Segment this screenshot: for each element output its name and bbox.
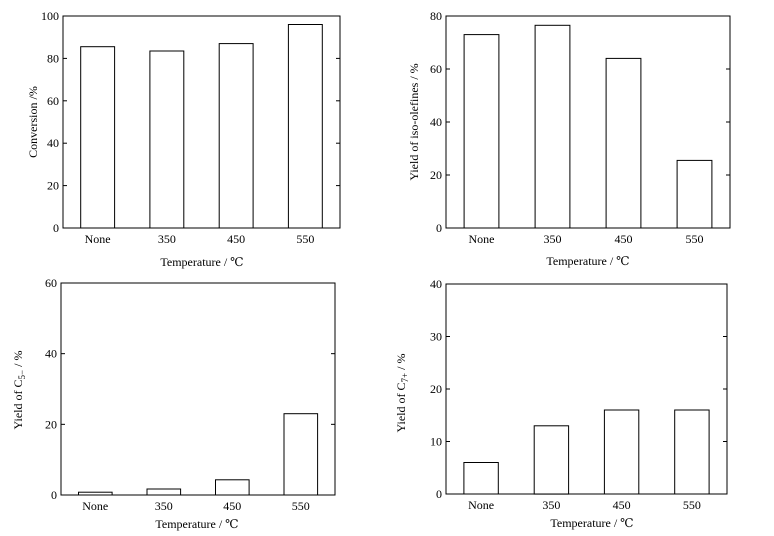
x-tick-label: None	[82, 499, 108, 513]
y-tick-label: 20	[430, 168, 442, 182]
x-tick-label: 350	[544, 232, 562, 246]
y-tick-label: 40	[430, 115, 442, 129]
x-tick-label: 350	[155, 499, 173, 513]
plot-frame	[62, 15, 341, 229]
y-axis-label: Yield of iso-olefines / %	[407, 63, 421, 180]
bar	[674, 409, 710, 495]
y-tick-label: 0	[436, 221, 442, 235]
y-tick-label: 60	[47, 94, 59, 108]
x-tick-label: 550	[296, 232, 314, 246]
bar	[146, 488, 182, 496]
bar	[215, 479, 250, 496]
x-axis-label: Temperature / ℃	[155, 517, 238, 531]
x-axis-label: Temperature / ℃	[550, 516, 633, 530]
y-tick-label: 80	[430, 9, 442, 23]
x-axis-label: Temperature / ℃	[160, 255, 243, 269]
y-axis-label: Conversion /%	[26, 86, 40, 158]
x-tick-label: 350	[542, 498, 560, 512]
y-tick-label: 20	[45, 417, 57, 431]
y-axis-label-subscript: 5−	[17, 370, 27, 380]
bar	[218, 43, 254, 229]
y-tick-label: 40	[430, 277, 442, 291]
bar	[463, 462, 499, 495]
y-axis-label-subscript: 7+	[400, 373, 410, 383]
y-tick-label: 20	[47, 179, 59, 193]
x-tick-label: 550	[292, 499, 310, 513]
bar	[283, 413, 319, 496]
y-tick-label: 100	[41, 9, 59, 23]
chart-panel-iso-olefines: Yield of iso-olefines / % Temperature / …	[407, 9, 731, 268]
y-tick-label: 80	[47, 51, 59, 65]
bar	[605, 57, 642, 229]
x-tick-label: None	[468, 498, 494, 512]
y-tick-label: 20	[430, 382, 442, 396]
x-tick-label: 350	[158, 232, 176, 246]
chart-panel-c5-yield: Yield of C5− / % Temperature / ℃ 0 20 40 60…	[11, 276, 336, 531]
bar	[80, 46, 116, 229]
y-tick-label: 0	[51, 488, 57, 502]
bar	[533, 425, 570, 495]
plot-frame	[60, 282, 336, 496]
y-tick-label: 60	[430, 62, 442, 76]
y-tick-label: 40	[45, 347, 57, 361]
bar	[603, 409, 640, 495]
chart-panel-conversion: Conversion /% Temperature / ℃ 0 20 40 60 80 1…	[26, 9, 341, 269]
x-tick-label: None	[85, 232, 111, 246]
bar	[149, 50, 185, 229]
x-tick-label: 450	[615, 232, 633, 246]
x-tick-label: 450	[223, 499, 241, 513]
x-axis-label: Temperature / ℃	[546, 254, 629, 268]
y-tick-label: 40	[47, 136, 59, 150]
y-tick-label: 0	[436, 487, 442, 501]
bar	[676, 159, 713, 229]
chart-panel-c7-yield: Yield of C7+ / % Temperature / ℃ 0 10 20 30…	[394, 277, 728, 530]
x-tick-label: None	[469, 232, 495, 246]
bar	[463, 34, 500, 229]
bar	[534, 24, 571, 229]
y-axis-label: Yield of C7+ / %	[394, 354, 410, 433]
y-axis-label: Yield of C5− / %	[11, 351, 27, 430]
y-tick-label: 30	[430, 330, 442, 344]
bar	[287, 24, 323, 229]
y-tick-label: 0	[53, 221, 59, 235]
x-tick-label: 550	[686, 232, 704, 246]
x-tick-label: 550	[683, 498, 701, 512]
x-tick-label: 450	[613, 498, 631, 512]
y-tick-label: 10	[430, 435, 442, 449]
y-tick-label: 60	[45, 276, 57, 290]
x-tick-label: 450	[227, 232, 245, 246]
